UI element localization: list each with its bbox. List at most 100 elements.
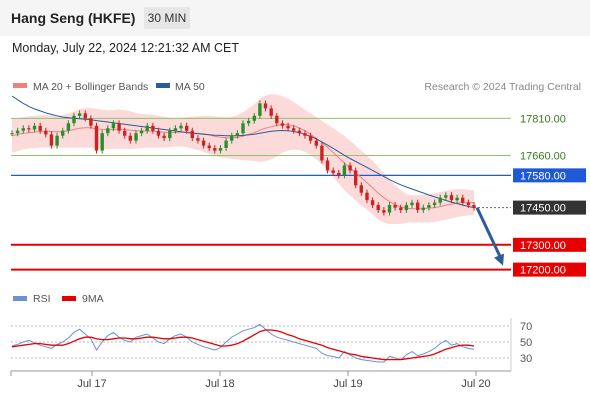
candle-body [292,128,296,131]
candle-body [32,125,37,130]
candle-body [55,135,59,146]
candle-body [472,205,476,208]
candle-body [449,195,454,201]
legend-ma20-swatch [13,83,27,88]
candle-body [111,123,116,129]
candle-body [427,205,431,208]
candle-body [410,202,414,206]
candle-body [94,125,99,151]
legend-ma50-label: MA 50 [175,81,205,93]
candle-body [337,172,341,176]
candle-body [455,197,459,201]
candle-body [359,185,363,193]
chart-header [0,0,590,36]
candle-body [331,170,335,173]
candle-body [376,205,380,211]
candle-body [342,165,347,176]
candle-body [156,130,161,136]
candle-body [246,120,251,124]
chart-datetime: Monday, July 22, 2024 12:21:32 AM CET [12,41,239,55]
candle-body [252,115,256,121]
x-tick-Jul-19: Jul 19 [333,378,362,390]
x-tick-Jul-18: Jul 18 [205,378,234,390]
research-watermark: Research © 2024 Trading Central [424,81,581,93]
candle-body [89,118,93,126]
instrument-title: Hang Seng (HKFE) [11,10,136,26]
level-tag-17580.00 [513,168,586,183]
legend-9ma-swatch [62,296,76,301]
candle-body [444,195,448,198]
candle-body [207,145,211,149]
candle-body [185,125,189,131]
level-label-17450.00: 17450.00 [520,203,566,215]
candle-body [201,140,206,146]
candle-body [461,197,465,203]
candle-body [241,123,245,134]
candle-body [382,210,386,213]
candle-body [325,160,330,171]
candle-body [77,113,82,116]
candle-body [145,125,149,131]
candle-body [432,202,437,206]
candle-body [393,205,397,208]
candle-body [438,197,442,203]
candle-body [275,115,279,124]
candle-body [320,145,324,161]
rsi-tick-70: 70 [520,321,532,333]
level-label-17810.00: 17810.00 [520,113,566,125]
candle-body [151,125,155,131]
ma20-line [11,123,474,210]
x-tick-Jul-20: Jul 20 [461,378,490,390]
candle-body [117,123,121,131]
candle-body [224,140,228,148]
candle-body [139,130,144,134]
candle-body [308,135,313,141]
rsi-9ma-line [11,329,475,361]
candle-body [399,207,403,211]
candle-body [27,128,31,130]
candle-body [123,130,127,136]
candle-body [10,133,14,135]
level-labels-layer: 17810.00 17660.00 17580.00 17450.00 17300.00… [513,113,586,277]
legend-9ma-label: 9MA [82,293,104,305]
rsi-layer: 70 50 30 [11,321,532,365]
candle-body [218,148,223,151]
rsi-tick-30: 30 [520,353,532,365]
bollinger-band-fill [12,94,474,225]
candle-body [134,133,138,141]
candle-body [421,207,425,211]
candle-body [21,128,25,131]
rsi-tick-50: 50 [520,337,532,349]
level-label-17300.00: 17300.00 [520,240,566,252]
price-levels-layer [11,117,511,271]
level-tag-17450.00 [513,200,586,215]
candle-body [66,123,71,131]
candle-body [179,125,183,129]
legend-rsi-swatch [13,296,27,301]
rsi-line [11,323,475,363]
candle-body [61,130,65,136]
candle-body [280,123,285,126]
candle-body [213,148,217,151]
candle-body [190,130,194,139]
level-label-17580.00: 17580.00 [520,170,566,182]
candle-body [38,125,42,131]
candle-body [303,133,307,136]
candle-body [173,128,178,131]
level-tag-17200.00 [513,262,586,277]
candle-body [258,103,262,116]
candle-body [263,103,268,109]
candle-body [168,130,172,139]
forecast-arrow-shaft [475,206,503,260]
candle-body [15,130,20,134]
candle-body [162,135,166,139]
candle-body [466,202,471,206]
candle-body [370,200,375,206]
candle-body [314,140,318,146]
candle-body [196,138,200,141]
candle-body [269,108,273,116]
timeframe-button[interactable]: 30 MIN [144,7,190,29]
legend-ma20-label: MA 20 + Bollinger Bands [33,81,148,93]
